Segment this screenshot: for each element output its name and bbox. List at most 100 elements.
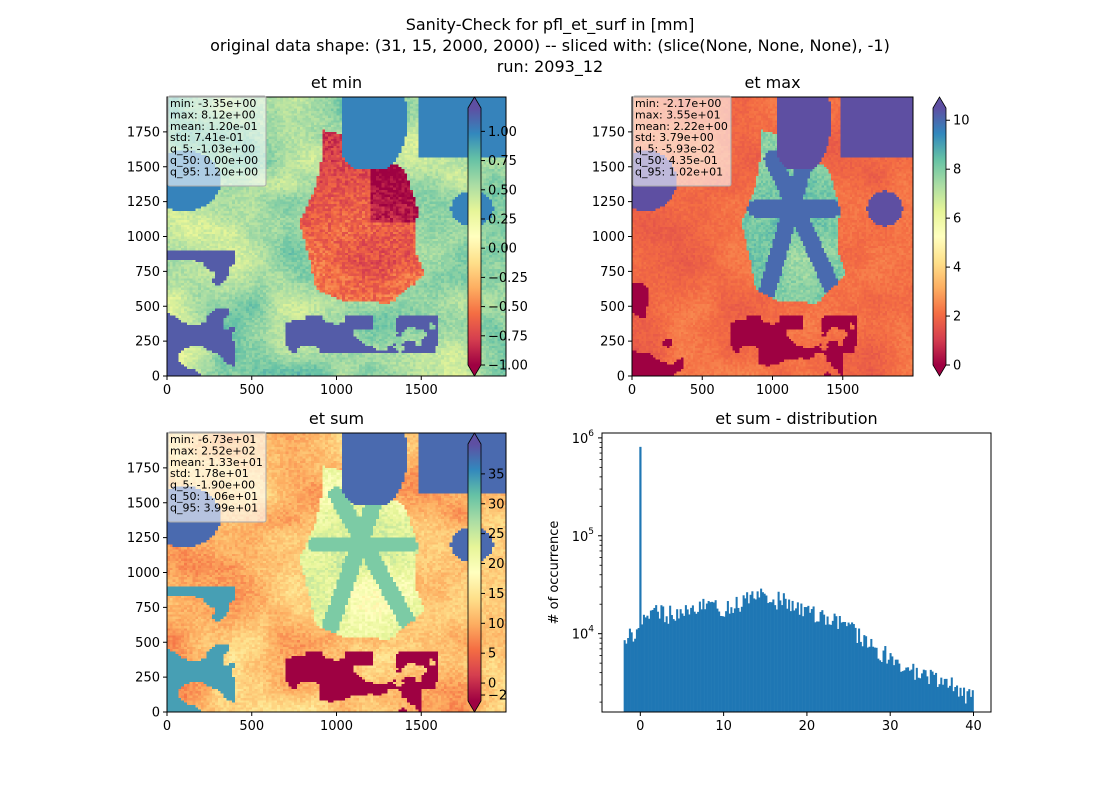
histogram-bar: [945, 678, 948, 712]
y-tick-label: 1000: [592, 230, 625, 245]
histogram-bar: [646, 615, 649, 712]
y-tick-label: 1750: [592, 125, 625, 140]
histogram-bar: [914, 679, 917, 712]
colorbar-extend-bottom: [468, 365, 481, 376]
colorbar-tick-label: 0: [953, 359, 961, 374]
histogram-bar: [901, 671, 904, 712]
histogram-bar: [761, 592, 764, 712]
colorbar-extend-top: [468, 433, 481, 444]
x-tick-label: 1000: [320, 719, 353, 734]
x-tick-label: 500: [690, 383, 715, 398]
histogram-bar: [847, 622, 850, 712]
histogram-bar: [767, 603, 770, 712]
histogram-bar: [642, 614, 645, 712]
histogram-bar: [667, 623, 670, 712]
y-tick-label: 104: [572, 625, 595, 643]
histogram-bar: [712, 602, 715, 712]
histogram-bar: [705, 603, 708, 712]
histogram-bar: [859, 641, 862, 712]
histogram-bar: [656, 611, 659, 712]
stats-line: q_5: -1.90e+00: [170, 479, 255, 492]
stats-line: q_95: 1.20e+00: [170, 165, 258, 178]
histogram-bar: [753, 598, 756, 712]
histogram-bar: [674, 620, 677, 712]
colorbar-gradient: [933, 108, 946, 365]
x-tick-label: 1500: [826, 383, 859, 398]
histogram-bar: [756, 591, 759, 712]
histogram-bar: [966, 691, 969, 712]
histogram-bar: [849, 624, 852, 712]
stats-line: q_95: 1.02e+01: [635, 165, 723, 178]
histogram-bar: [910, 669, 913, 712]
colorbar-extend-bottom: [933, 365, 946, 376]
histogram-bar: [751, 591, 754, 712]
colorbar-tick-label: 25: [488, 527, 505, 542]
histogram-bar: [873, 647, 876, 712]
x-tick-label: 1500: [405, 719, 438, 734]
stats-line: max: 2.52e+02: [170, 444, 256, 457]
histogram-bar: [961, 695, 964, 712]
histogram-bar: [719, 615, 722, 712]
histogram-bar: [838, 616, 841, 712]
histogram-bar: [735, 596, 738, 712]
stats-box: [632, 95, 732, 187]
suptitle-line-1: Sanity-Check for pfl_et_surf in [mm]: [406, 15, 695, 35]
stats-line: std: 1.78e+01: [170, 467, 249, 480]
histogram-bar: [690, 607, 693, 712]
histogram-bar: [658, 618, 661, 712]
histogram-bar: [782, 593, 785, 712]
colorbar-tick-label: 0: [488, 677, 496, 692]
panel-title: et sum - distribution: [715, 409, 877, 428]
x-tick-label: 1500: [405, 383, 438, 398]
histogram-bar: [940, 677, 943, 712]
y-tick-label: 1500: [127, 496, 160, 511]
histogram-bar: [915, 667, 918, 712]
histogram-bar: [851, 622, 854, 712]
y-tick-label: 250: [600, 335, 625, 350]
histogram-bar: [679, 609, 682, 712]
histogram-bar: [663, 622, 666, 712]
histogram-bar: [686, 609, 689, 712]
histogram-bar: [774, 605, 777, 712]
colorbar-tick-label: 2: [953, 310, 961, 325]
histogram-bar: [730, 607, 733, 712]
histogram-bar: [956, 685, 959, 712]
y-tick-label: 500: [135, 636, 160, 651]
histogram-bar: [758, 597, 761, 712]
histogram-bar: [893, 665, 896, 712]
histogram-bar: [714, 600, 717, 712]
histogram-bar: [810, 609, 813, 712]
histogram-bar: [709, 602, 712, 712]
histogram-bar: [866, 647, 869, 712]
histogram-bar: [630, 632, 633, 712]
x-tick-label: 500: [239, 719, 264, 734]
histogram-bar: [796, 602, 799, 712]
histogram-bar: [691, 605, 694, 712]
histogram-bar: [877, 658, 880, 712]
histogram-bar: [723, 616, 726, 712]
colorbar-tick-label: 0.25: [488, 212, 517, 227]
histogram-bar: [660, 605, 663, 712]
x-tick-label: 0: [163, 383, 171, 398]
y-tick-label: 250: [135, 671, 160, 686]
x-tick-label: 0: [628, 383, 636, 398]
histogram-bar: [698, 601, 701, 712]
histogram-bar: [971, 690, 974, 712]
axes-frame: [601, 432, 992, 713]
histogram-bar: [795, 608, 798, 712]
histogram-bar: [627, 638, 630, 712]
histogram-bar: [835, 616, 838, 712]
histogram-bar: [765, 595, 768, 712]
histogram-bar: [924, 670, 927, 712]
histogram-bar: [884, 646, 887, 712]
histogram-bar: [746, 592, 749, 712]
stats-line: min: -6.73e+01: [170, 433, 256, 446]
histogram-bar: [868, 646, 871, 712]
stats-box: [167, 95, 267, 187]
stats-line: min: -2.17e+00: [635, 97, 721, 110]
histogram-bar: [625, 643, 628, 712]
histogram-bar: [672, 619, 675, 712]
histogram-bar: [957, 696, 960, 712]
histogram-bar: [802, 616, 805, 712]
